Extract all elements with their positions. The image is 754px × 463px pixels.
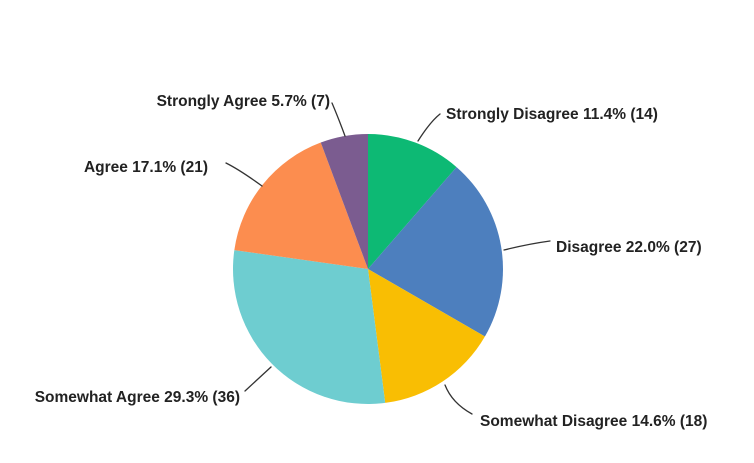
pie-slice-somewhat-agree [233, 250, 386, 404]
pie-slice-strongly-agree [320, 134, 368, 269]
leader-line-somewhat-agree [244, 366, 272, 392]
leader-line-somewhat-disagree [444, 384, 473, 415]
leader-line-disagree [503, 240, 551, 251]
pie-slices [233, 134, 503, 404]
slice-label-strongly-agree: Strongly Agree 5.7% (7) [157, 93, 330, 110]
slice-label-strongly-disagree: Strongly Disagree 11.4% (14) [446, 106, 658, 123]
pie-slice-disagree [368, 167, 503, 337]
pie-slice-somewhat-disagree [368, 269, 485, 403]
slice-label-somewhat-agree: Somewhat Agree 29.3% (36) [35, 389, 240, 406]
pie-slice-agree [234, 142, 368, 269]
pie-slice-strongly-disagree [368, 134, 457, 269]
slice-label-agree: Agree 17.1% (21) [84, 159, 208, 176]
leader-line-strongly-disagree [417, 113, 441, 142]
leader-line-agree [225, 162, 263, 187]
leader-line-strongly-agree [331, 102, 346, 137]
slice-label-disagree: Disagree 22.0% (27) [556, 239, 702, 256]
slice-labels: Strongly Disagree 11.4% (14) Disagree 22.… [35, 93, 708, 430]
leader-lines [225, 102, 551, 415]
slice-label-somewhat-disagree: Somewhat Disagree 14.6% (18) [480, 413, 707, 430]
